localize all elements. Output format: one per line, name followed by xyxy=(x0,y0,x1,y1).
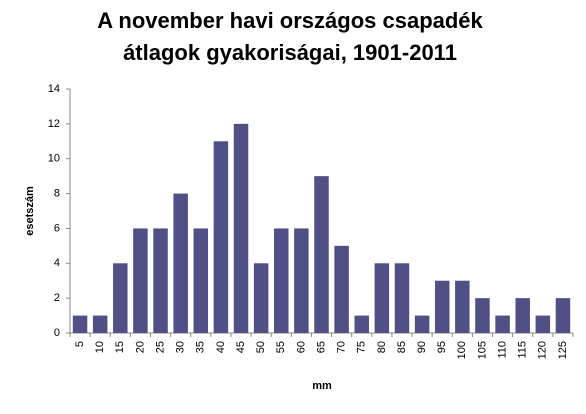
bar xyxy=(374,263,390,333)
bar xyxy=(173,193,188,333)
x-tick-label: 70 xyxy=(336,341,348,353)
x-tick-label: 5 xyxy=(74,341,86,347)
y-axis-title: esetszám xyxy=(24,186,36,236)
bar xyxy=(153,228,168,333)
x-tick-label: 95 xyxy=(436,341,448,353)
bar xyxy=(92,315,108,333)
bar xyxy=(495,315,510,333)
x-tick-label: 30 xyxy=(175,341,187,353)
bar xyxy=(314,176,329,333)
y-tick-label: 2 xyxy=(54,292,60,304)
bar xyxy=(233,123,249,333)
chart-title: A november havi országos csapadék xyxy=(97,8,483,33)
x-tick-label: 45 xyxy=(235,341,247,353)
x-tick-label: 10 xyxy=(94,341,106,353)
x-axis-title: mm xyxy=(312,380,332,392)
bar xyxy=(253,263,269,333)
x-tick-label: 115 xyxy=(517,341,529,359)
x-tick-label: 110 xyxy=(496,341,508,359)
bar xyxy=(414,315,430,333)
x-tick-label: 60 xyxy=(295,341,307,353)
y-tick-label: 6 xyxy=(54,222,60,234)
x-tick-label: 50 xyxy=(255,341,267,353)
y-tick-label: 4 xyxy=(54,257,60,269)
bar xyxy=(535,315,551,333)
bar xyxy=(294,228,309,333)
y-tick-label: 14 xyxy=(48,83,60,95)
bar xyxy=(475,298,490,333)
x-tick-label: 120 xyxy=(537,341,549,359)
x-tick-label: 75 xyxy=(356,341,368,353)
bar xyxy=(394,263,410,333)
y-tick-label: 0 xyxy=(54,327,60,339)
bar xyxy=(354,315,369,333)
x-tick-label: 65 xyxy=(315,341,327,353)
bar xyxy=(133,228,148,333)
bar xyxy=(434,280,450,333)
y-tick-label: 8 xyxy=(54,187,60,199)
x-tick-label: 125 xyxy=(557,341,569,359)
x-tick-label: 55 xyxy=(275,341,287,353)
y-tick-label: 10 xyxy=(48,153,60,165)
bar xyxy=(72,315,88,333)
bar xyxy=(455,280,470,333)
x-tick-label: 80 xyxy=(376,341,388,353)
x-tick-label: 105 xyxy=(476,341,488,359)
bar xyxy=(274,228,289,333)
bar xyxy=(113,263,128,333)
bar xyxy=(213,141,229,333)
x-tick-label: 85 xyxy=(396,341,408,353)
bar xyxy=(334,245,349,333)
x-tick-label: 35 xyxy=(195,341,207,353)
x-tick-label: 20 xyxy=(134,341,146,353)
chart-title: átlagok gyakoriságai, 1901-2011 xyxy=(123,40,457,65)
bar xyxy=(193,228,209,333)
x-tick-label: 15 xyxy=(114,341,126,353)
bar xyxy=(515,298,530,333)
x-tick-label: 40 xyxy=(215,341,227,353)
y-tick-label: 12 xyxy=(48,118,60,130)
x-tick-label: 25 xyxy=(154,341,166,353)
x-tick-label: 90 xyxy=(416,341,428,353)
bar xyxy=(555,298,571,333)
x-tick-label: 100 xyxy=(456,341,468,359)
